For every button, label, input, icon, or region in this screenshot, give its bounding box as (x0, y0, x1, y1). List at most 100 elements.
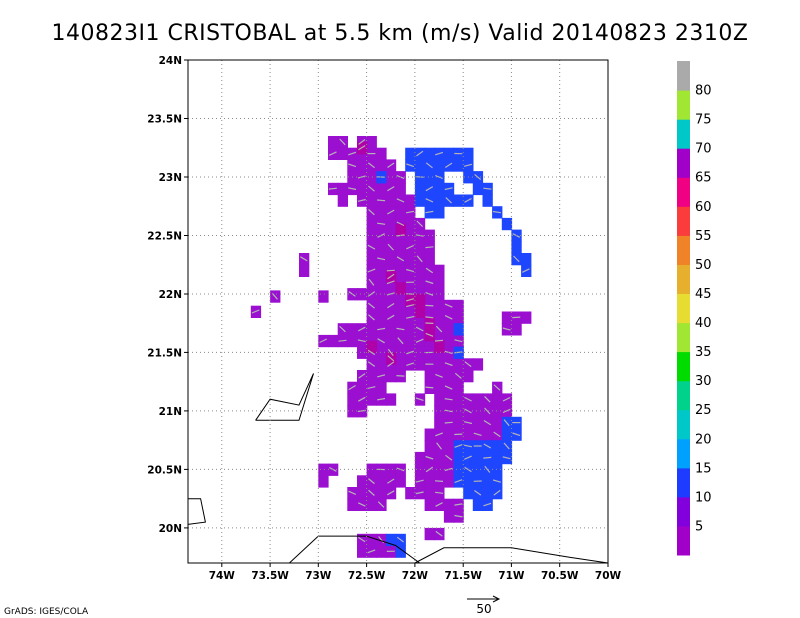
data-cell (347, 393, 358, 406)
wind-vector (484, 395, 491, 403)
data-cell (366, 217, 377, 231)
data-cell (492, 451, 503, 465)
wind-vector (444, 187, 453, 191)
wind-vector (396, 198, 405, 203)
data-cell (434, 264, 445, 277)
data-cell (357, 381, 368, 394)
wind-vector (425, 186, 434, 192)
data-cell (376, 241, 387, 254)
data-cell (395, 223, 406, 237)
wind-vector (454, 479, 463, 484)
coastline-inagua (255, 373, 314, 421)
wind-vector (368, 478, 375, 485)
data-cell (472, 393, 484, 406)
wind-vector (454, 339, 463, 343)
data-cell (424, 440, 435, 453)
wind-vector (416, 255, 423, 263)
wind-vector (396, 221, 405, 227)
wind-vector (358, 536, 366, 543)
wind-vector (377, 257, 386, 261)
data-cell (424, 527, 435, 541)
data-cell (376, 346, 387, 359)
wind-vector (377, 233, 385, 238)
data-cell (424, 253, 435, 266)
wind-vector (357, 198, 366, 202)
data-cell (366, 171, 377, 184)
colorbar-segment (677, 148, 690, 178)
data-cell (385, 323, 397, 336)
wind-vector (484, 465, 491, 473)
wind-vector (386, 490, 395, 496)
wind-vector (367, 361, 376, 367)
data-cell (521, 253, 532, 266)
wind-vector (406, 244, 414, 250)
data-cell (501, 311, 513, 324)
data-cell (492, 393, 503, 406)
wind-vector (348, 187, 357, 191)
wind-vector (368, 278, 375, 286)
data-cell (434, 393, 445, 406)
data-cell (405, 229, 416, 242)
data-cell (414, 241, 426, 254)
data-cell (405, 334, 416, 348)
data-cell (424, 487, 435, 500)
wind-vector (368, 489, 375, 496)
data-cell (414, 305, 426, 318)
data-cell (482, 428, 493, 441)
data-cell (376, 288, 387, 301)
y-tick-label: 22N (159, 289, 182, 301)
data-cell (463, 487, 474, 500)
x-tick-label: 73.5W (251, 570, 289, 582)
data-cell (376, 159, 387, 172)
wind-vector (387, 186, 395, 192)
colorbar-segment (677, 322, 690, 353)
wind-vector (367, 302, 375, 309)
data-cell (376, 487, 387, 500)
wind-vector (357, 339, 366, 343)
wind-vector (357, 502, 366, 507)
wind-vector (367, 349, 376, 356)
data-cell (318, 475, 329, 488)
wind-vector (367, 386, 376, 389)
wind-vector (348, 163, 357, 168)
wind-vector (406, 362, 415, 366)
wind-vector (444, 315, 453, 320)
wind-vector (387, 243, 394, 251)
wind-vector (425, 267, 434, 274)
data-cell (376, 545, 387, 558)
wind-vector (425, 292, 434, 296)
coastline-cuba-tip (187, 498, 206, 525)
wind-vector (387, 355, 395, 362)
colorbar: 5 10 15 20 25 30 35 40 45 50 55 60 65 70 75 80 (677, 61, 712, 556)
wind-vector (425, 455, 434, 460)
wind-vector (444, 385, 453, 390)
wind-vector (473, 432, 482, 436)
wind-vector (493, 489, 501, 496)
data-cell (463, 147, 474, 160)
data-cell (366, 463, 377, 476)
data-cell (453, 381, 464, 394)
wind-vector (435, 151, 444, 156)
wind-vector (367, 549, 376, 554)
data-cell (347, 323, 358, 336)
data-cell (453, 311, 464, 324)
data-cell (337, 147, 348, 160)
data-cell (385, 194, 397, 207)
data-cell (385, 463, 397, 476)
data-cell (434, 416, 445, 430)
wind-vector (444, 303, 453, 308)
colorbar-label: 60 (695, 200, 712, 215)
data-cell (366, 370, 377, 383)
data-cell (414, 194, 426, 207)
wind-vector (435, 325, 443, 333)
data-cell (434, 194, 445, 207)
wind-vector (493, 384, 501, 391)
wind-vector (454, 372, 462, 379)
data-cell (357, 182, 368, 196)
wind-vector (463, 163, 473, 167)
wind-vector (502, 456, 511, 460)
wind-vector (367, 162, 375, 169)
data-cell (357, 475, 368, 488)
data-cell (366, 253, 377, 266)
data-cell (366, 533, 377, 547)
